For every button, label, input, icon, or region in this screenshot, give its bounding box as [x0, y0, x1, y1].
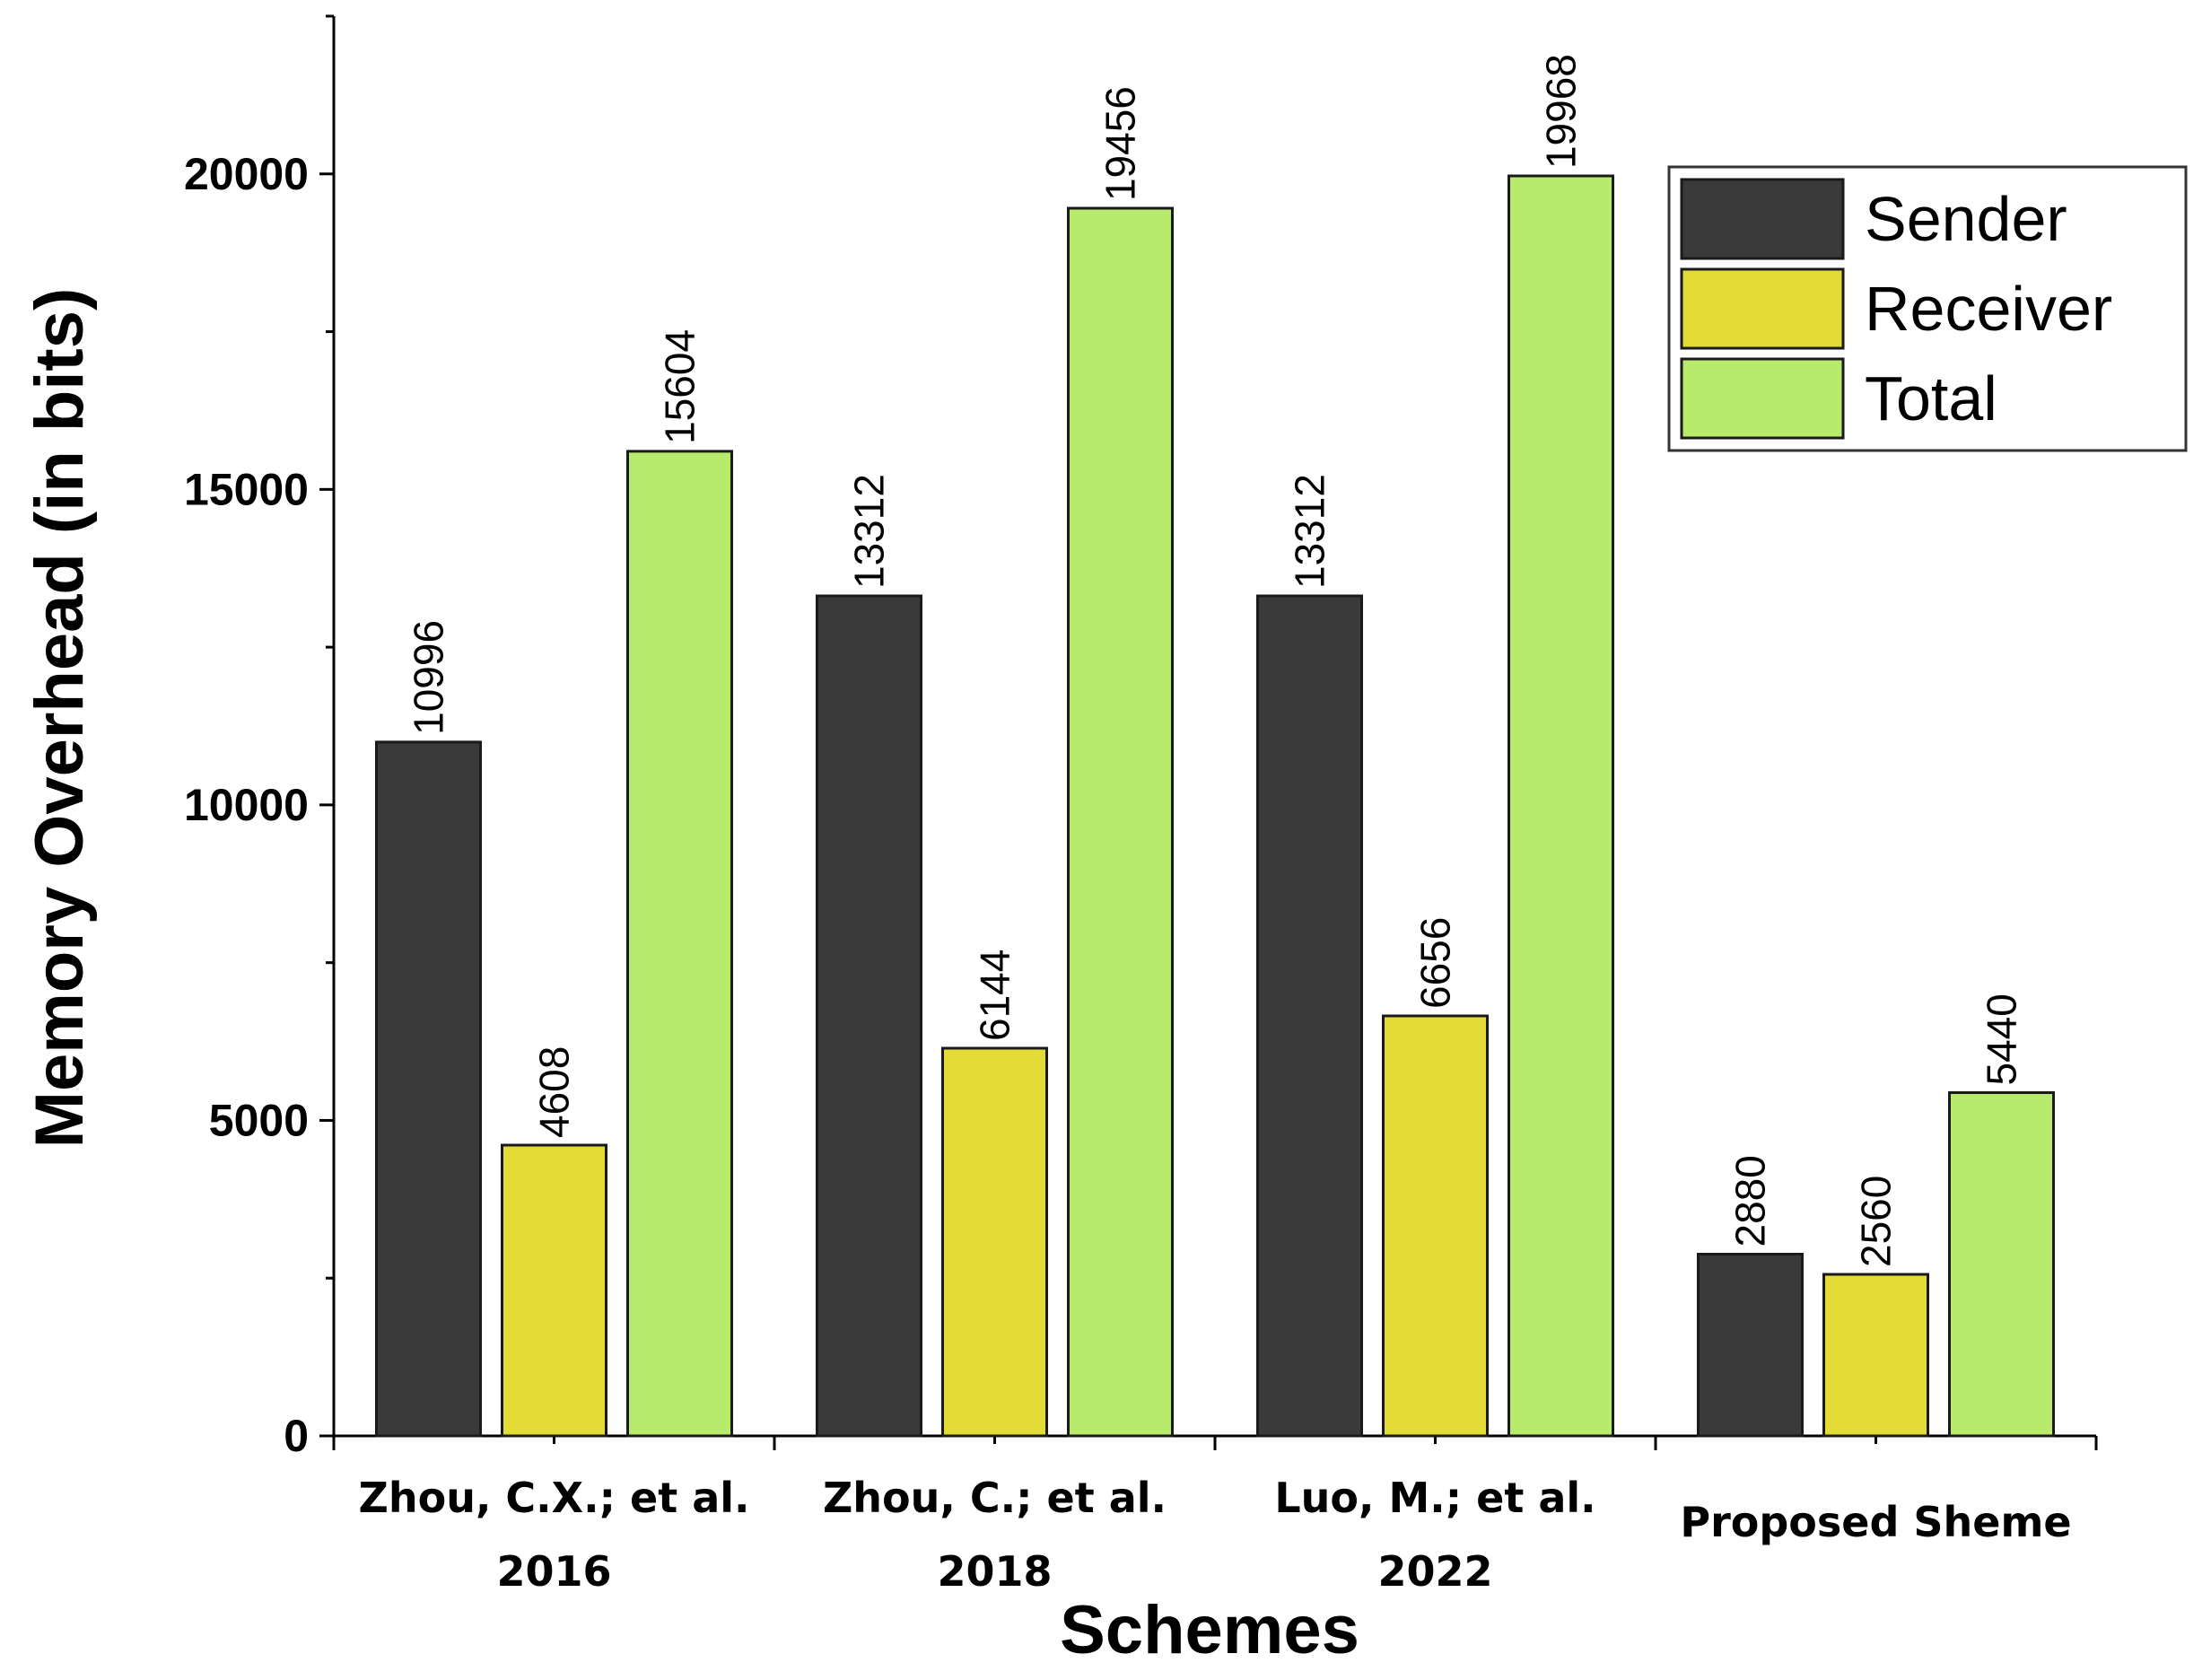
data-label-total: 15604	[657, 329, 704, 444]
x-category-label: Luo, M.; et al.	[1274, 1474, 1595, 1522]
legend: Sender Receiver Total	[1667, 165, 2188, 452]
data-label-total: 19968	[1538, 54, 1585, 169]
bar-sender	[1256, 594, 1363, 1438]
x-category-label: 2018	[937, 1547, 1052, 1596]
legend-label-receiver: Receiver	[1865, 274, 2112, 344]
data-label-receiver: 6144	[972, 949, 1018, 1041]
data-label-total: 5440	[1979, 993, 2025, 1085]
x-axis-title: Schemes	[1060, 1592, 1359, 1668]
y-axis-title: Memory Overhead (in bits)	[22, 288, 98, 1149]
x-category-label: Zhou, C.X.; et al.	[358, 1474, 749, 1522]
x-axis: Zhou, C.X.; et al. 2016 Zhou, C.; et al. 20…	[332, 1434, 2098, 1596]
x-category-label: 2022	[1377, 1547, 1492, 1596]
y-tick-label: 15000	[184, 464, 309, 514]
legend-label-sender: Sender	[1865, 184, 2067, 254]
bar-receiver	[1822, 1273, 1929, 1438]
x-category-label: 2016	[496, 1547, 611, 1596]
data-label-receiver: 6656	[1412, 917, 1459, 1009]
bar-total	[1508, 174, 1614, 1438]
bars	[375, 174, 2055, 1438]
bar-total	[626, 450, 733, 1438]
data-label-sender: 13312	[1287, 474, 1333, 589]
legend-swatch-receiver	[1680, 267, 1845, 350]
data-label-total: 19456	[1097, 86, 1144, 201]
data-label-sender: 10996	[406, 620, 452, 735]
legend-swatch-sender	[1680, 178, 1845, 260]
bar-total	[1948, 1091, 2055, 1438]
legend-label-total: Total	[1865, 363, 1997, 433]
y-tick-label: 20000	[184, 149, 309, 199]
data-label-receiver: 4608	[531, 1046, 578, 1138]
bar-sender	[375, 740, 482, 1438]
bar-sender	[816, 594, 922, 1438]
data-labels: 10996 4608 15604 13312 6144 19456 13312 6656 199…	[406, 54, 2025, 1267]
y-tick-label: 5000	[209, 1095, 309, 1145]
bar-total	[1067, 206, 1174, 1438]
bar-receiver	[501, 1143, 607, 1438]
x-category-label: Zhou, C.; et al.	[823, 1474, 1167, 1522]
y-tick-label: 0	[284, 1411, 309, 1461]
data-label-sender: 2880	[1727, 1155, 1774, 1247]
data-label-receiver: 2560	[1853, 1176, 1900, 1267]
y-tick-label: 10000	[184, 780, 309, 830]
legend-swatch-total	[1680, 357, 1845, 440]
data-label-sender: 13312	[846, 474, 893, 589]
bar-receiver	[1382, 1014, 1489, 1438]
bar-receiver	[941, 1046, 1048, 1438]
x-category-label: Proposed Sheme	[1680, 1498, 2071, 1546]
bar-sender	[1697, 1253, 1804, 1438]
y-axis: 0 5000 10000 15000 20000	[184, 14, 336, 1461]
